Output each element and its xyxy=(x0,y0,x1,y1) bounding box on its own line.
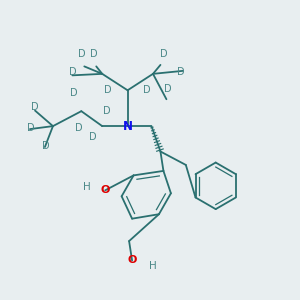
Text: D: D xyxy=(74,123,82,133)
Text: D: D xyxy=(160,49,167,59)
Text: D: D xyxy=(42,140,49,151)
Text: D: D xyxy=(103,106,110,116)
Text: D: D xyxy=(31,102,39,112)
Text: N: N xyxy=(123,120,133,133)
Text: D: D xyxy=(70,88,78,98)
Text: D: D xyxy=(164,84,171,94)
Text: O: O xyxy=(100,185,110,195)
Text: D: D xyxy=(143,85,151,95)
Text: D: D xyxy=(27,123,34,133)
Text: O: O xyxy=(128,256,137,266)
Text: D: D xyxy=(68,67,76,77)
Text: D: D xyxy=(104,85,112,95)
Text: D: D xyxy=(77,49,85,59)
Text: D: D xyxy=(90,49,98,59)
Text: D: D xyxy=(177,67,184,77)
Text: H: H xyxy=(149,262,157,272)
Text: H: H xyxy=(83,182,91,192)
Text: D: D xyxy=(89,132,97,142)
